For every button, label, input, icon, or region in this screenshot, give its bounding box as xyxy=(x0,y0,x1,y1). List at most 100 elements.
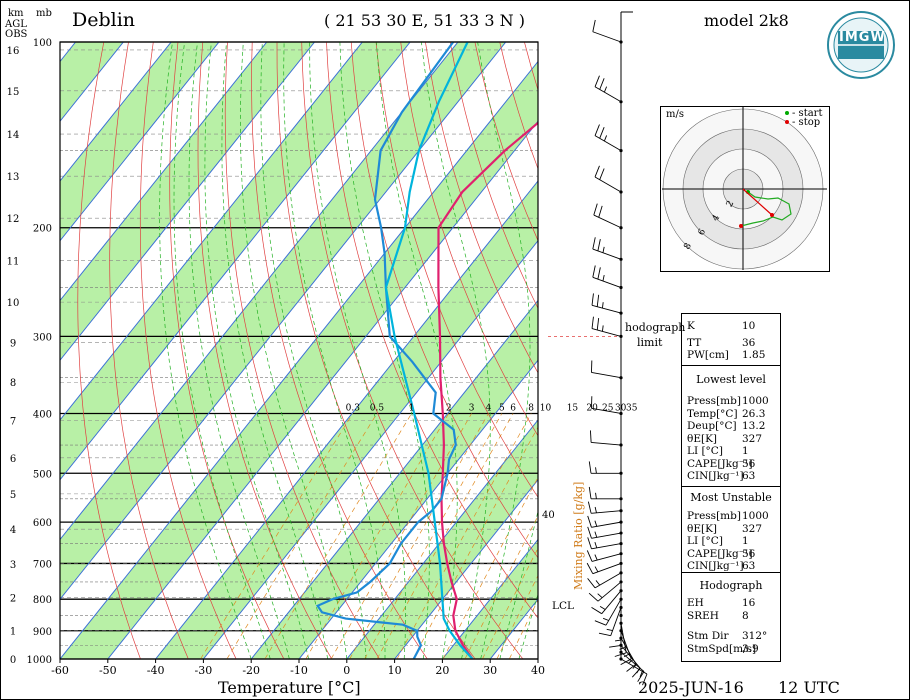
mixing-ratio-line xyxy=(482,547,538,659)
dry-adiabat xyxy=(350,42,538,559)
isotherm xyxy=(442,538,538,659)
wind-barb-half xyxy=(594,506,597,513)
index-row: Deup[°C] 13.2 xyxy=(687,420,779,432)
panel-divider xyxy=(682,365,780,366)
wind-barb xyxy=(592,563,622,575)
x-tick-label: -40 xyxy=(147,664,165,677)
wind-barb xyxy=(591,372,622,379)
wind-barb-flag xyxy=(592,19,596,32)
isotherm xyxy=(60,42,268,302)
model-name: model 2k8 xyxy=(704,11,789,30)
index-value: 8 xyxy=(742,609,749,622)
mixing-ratio-line xyxy=(496,574,538,659)
dewpoint-profile xyxy=(315,42,457,659)
wind-barb xyxy=(591,441,622,446)
wind-barb-flag xyxy=(586,562,594,574)
wind-barb-flag xyxy=(594,165,600,178)
isotherm xyxy=(394,478,538,659)
wind-barb-half xyxy=(594,520,598,527)
index-label: θE[K] xyxy=(687,522,718,535)
dry-adiabat xyxy=(109,42,189,659)
moist-adiabat xyxy=(204,42,309,659)
km-tick-label: 1 xyxy=(10,626,16,637)
date-label: 2025-JUN-16 xyxy=(638,678,744,697)
mixing-ratio-line xyxy=(508,599,538,659)
mixing-ratio-tick-label: 6 xyxy=(510,403,516,413)
wind-barb-flag xyxy=(637,671,645,682)
wind-barb-half xyxy=(594,541,598,548)
index-value: 1 xyxy=(742,445,749,457)
km-tick-label: 8 xyxy=(10,378,16,389)
wind-barb-flag xyxy=(586,550,593,562)
wind-barb-flag xyxy=(599,168,605,180)
wind-barb xyxy=(591,407,622,414)
index-row: LI [°C] 1 xyxy=(687,445,779,457)
wind-barb-half xyxy=(606,628,613,632)
index-value: 327 xyxy=(742,522,763,535)
index-label: Temp[°C] xyxy=(687,407,738,420)
isotherm xyxy=(60,42,411,481)
wind-barb-flag xyxy=(588,486,592,499)
mb-label: mb xyxy=(36,8,52,19)
km-tick-label: 3 xyxy=(10,560,16,571)
km-tick-label: 13 xyxy=(7,172,20,183)
time-label: 12 UTC xyxy=(778,678,840,697)
panel-divider xyxy=(682,572,780,573)
mixing-ratio-line xyxy=(464,515,538,659)
index-value: 1000 xyxy=(742,510,769,522)
index-label: CIN[Jkg⁻¹] xyxy=(687,470,744,482)
index-value: 13.2 xyxy=(742,420,766,432)
wind-barb-flag xyxy=(597,267,601,280)
wind-barb xyxy=(593,214,622,229)
hodograph-trace xyxy=(740,191,792,227)
mixing-ratio-tick-label: 4 xyxy=(486,403,492,413)
index-row: θE[K] 327 xyxy=(687,433,779,445)
wind-barb-half xyxy=(639,671,643,678)
index-label: θE[K] xyxy=(687,432,718,445)
moist-adiabat xyxy=(283,42,386,659)
wind-barb-half xyxy=(602,325,604,332)
mixing-ratio-line xyxy=(364,413,503,659)
isotherm xyxy=(60,42,315,362)
dry-adiabat xyxy=(77,42,141,659)
wind-barb xyxy=(591,328,622,337)
wind-barb-half xyxy=(594,531,598,538)
wind-barb-flag xyxy=(597,239,601,251)
pressure-tick-label: 400 xyxy=(33,409,52,420)
index-row: Temp[°C] 26.3 xyxy=(687,408,779,420)
index-label: SREH xyxy=(687,609,719,622)
index-row: StmSpd[m/s] 3.9 xyxy=(687,643,779,655)
wind-barb xyxy=(605,598,622,626)
index-value: 56 xyxy=(742,457,756,470)
pressure-tick-label: 700 xyxy=(33,559,52,570)
index-label: CAPE[Jkg⁻¹] xyxy=(687,547,753,560)
pressure-tick-label: 100 xyxy=(33,38,52,49)
index-value: 312° xyxy=(742,630,768,642)
index-row: CIN[Jkg⁻¹] 63 xyxy=(687,470,779,482)
mixing-ratio-tick-label: 5 xyxy=(499,403,505,413)
wind-barb-flag xyxy=(642,673,648,686)
wind-barb-half xyxy=(594,566,599,573)
wind-barb xyxy=(610,607,622,636)
index-value: 26.3 xyxy=(742,407,766,420)
moist-adiabat xyxy=(376,42,458,659)
mixing-ratio-line xyxy=(442,476,538,659)
wind-barb-half xyxy=(597,593,603,599)
wind-barb-flag xyxy=(593,203,598,216)
pressure-tick-label: 300 xyxy=(33,332,52,343)
wind-barb-flag xyxy=(587,578,596,589)
km-tick-label: 16 xyxy=(7,46,20,57)
wind-barb-half xyxy=(595,492,597,499)
mixing-ratio-line xyxy=(330,413,472,659)
dry-adiabat xyxy=(169,42,285,659)
mixing-ratio-axis-title: Mixing Ratio [g/kg] xyxy=(572,481,585,590)
wind-barb-flag xyxy=(588,592,599,602)
wind-barb-flag xyxy=(599,127,605,139)
x-axis-title: Temperature [°C] xyxy=(218,678,361,697)
pressure-tick-label: 800 xyxy=(33,595,52,606)
index-row: SREH 8 xyxy=(687,610,779,622)
dry-adiabat xyxy=(251,42,428,659)
index-value: 63 xyxy=(742,470,756,482)
storm-motion-dot xyxy=(770,213,774,217)
wind-barb-flag xyxy=(587,515,592,528)
